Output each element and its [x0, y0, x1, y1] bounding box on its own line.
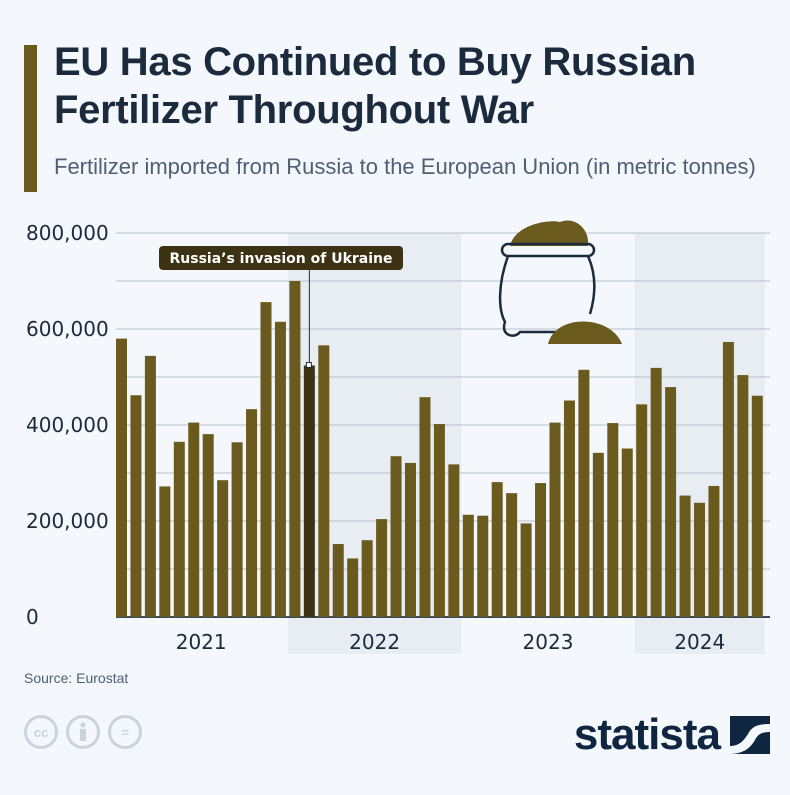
bar — [433, 424, 445, 617]
sack-rim — [500, 242, 596, 258]
bar — [188, 422, 200, 617]
bar — [332, 544, 344, 617]
soil-pile — [548, 321, 622, 344]
bar — [462, 514, 474, 617]
year-label: 2024 — [674, 630, 725, 654]
bar — [448, 464, 460, 617]
source-note: Source: Eurostat — [24, 670, 129, 686]
attribution-icon[interactable] — [66, 715, 100, 749]
bar — [419, 397, 431, 617]
bar — [506, 493, 518, 617]
license-icons: cc = — [24, 715, 142, 749]
year-label: 2023 — [523, 630, 574, 654]
title-accent-bar — [24, 45, 37, 192]
y-tick-label: 0 — [26, 605, 39, 629]
bar — [318, 345, 330, 617]
bar — [737, 375, 749, 617]
logo-text: statista — [573, 710, 721, 759]
bar — [361, 540, 373, 617]
footer: Source: Eurostat cc = statista — [0, 664, 790, 774]
bar — [578, 369, 590, 617]
bar — [694, 502, 705, 617]
bar — [592, 452, 604, 617]
bar — [535, 483, 547, 617]
bar — [130, 395, 142, 617]
bar-chart: 2021 2022 2023 2024 0 200,000 400,000 600,000 80… — [26, 220, 770, 654]
bar — [231, 442, 243, 617]
bar — [202, 434, 214, 617]
annotation-box — [159, 246, 403, 270]
year-label: 2022 — [349, 630, 400, 654]
bar — [116, 338, 127, 617]
y-tick-label: 200,000 — [26, 509, 109, 533]
y-tick-label: 600,000 — [26, 317, 109, 341]
no-derivatives-icon[interactable]: = — [108, 715, 142, 749]
bar — [520, 523, 532, 617]
bar — [289, 281, 301, 617]
bar — [246, 409, 258, 617]
bar — [144, 355, 156, 617]
bar — [376, 519, 388, 617]
annotation-marker — [305, 361, 312, 368]
bar — [347, 558, 359, 617]
annotation-label: Russia’s invasion of Ukraine — [170, 251, 393, 267]
bar — [679, 495, 691, 617]
bar — [260, 302, 272, 617]
bar — [477, 515, 489, 617]
sack-body — [498, 255, 596, 337]
bar — [491, 482, 503, 617]
statista-logo-icon — [730, 716, 770, 754]
cc-icon[interactable]: cc — [24, 715, 58, 749]
bar — [607, 423, 619, 617]
bar — [722, 341, 734, 617]
bar — [173, 441, 185, 617]
y-tick-label: 400,000 — [26, 413, 109, 437]
bar — [708, 485, 720, 617]
year-band-2022 — [287, 233, 462, 654]
bar — [549, 422, 561, 617]
statista-logo[interactable]: statista — [574, 710, 770, 760]
bar — [636, 404, 648, 617]
header: EU Has Continued to Buy Russian Fertiliz… — [0, 0, 790, 192]
bar — [405, 462, 416, 617]
bar — [563, 400, 575, 617]
bar — [751, 395, 763, 617]
chart-subtitle: Fertilizer imported from Russia to the E… — [54, 154, 756, 179]
fertilizer-sack-icon — [498, 220, 622, 344]
bar — [621, 448, 633, 617]
sack-soil — [510, 220, 589, 246]
year-label: 2021 — [176, 630, 227, 654]
bar — [274, 321, 286, 617]
bar — [303, 365, 315, 617]
bar — [390, 456, 402, 617]
bar — [159, 486, 171, 617]
bar — [217, 480, 229, 617]
chart-title: EU Has Continued to Buy Russian Fertiliz… — [54, 40, 696, 132]
bar — [665, 387, 677, 617]
y-tick-label: 800,000 — [26, 221, 109, 245]
bar — [650, 367, 662, 617]
